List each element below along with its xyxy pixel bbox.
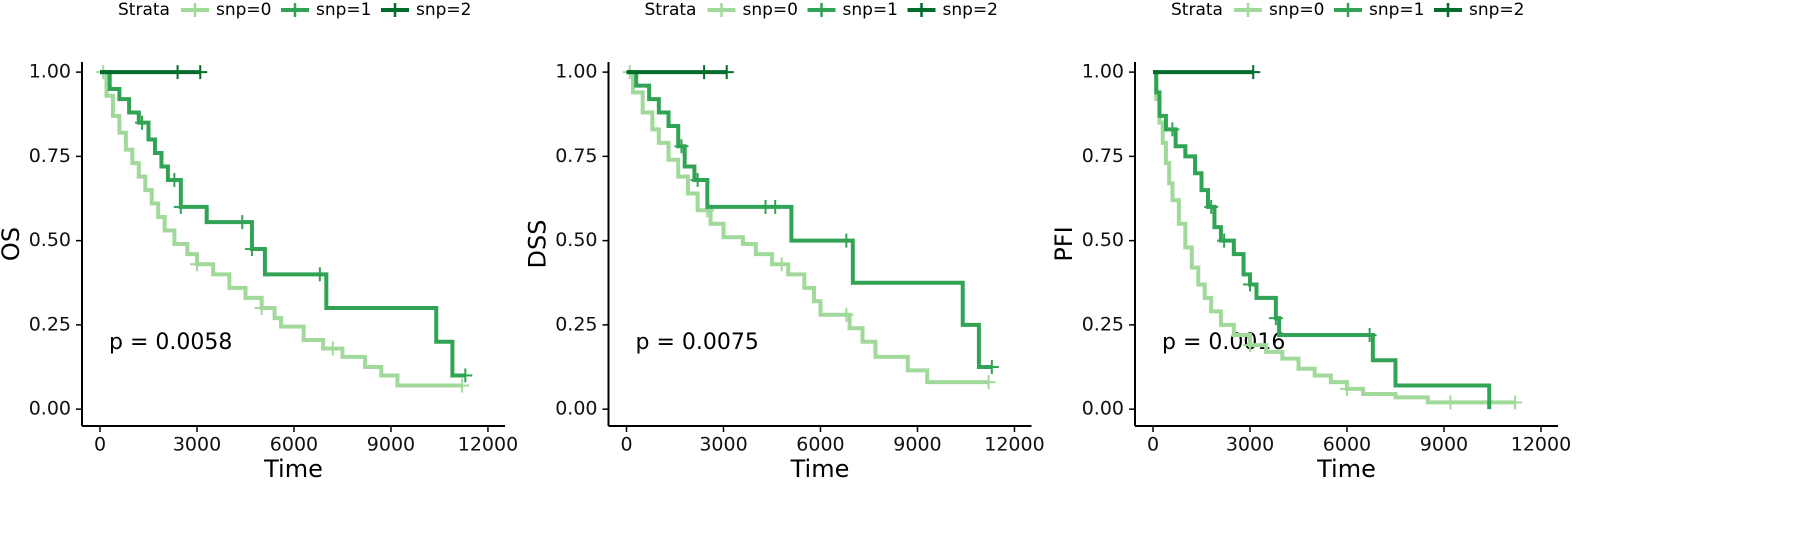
x-tick-label: 0	[620, 434, 632, 456]
censor-mark	[674, 139, 689, 154]
y-tick-label: 0.25	[555, 313, 597, 335]
survival-curve	[1153, 70, 1492, 410]
censor-mark	[254, 301, 269, 316]
legend-label: snp=0	[216, 0, 271, 20]
legend-item: snp=1	[807, 0, 898, 20]
x-tick-label: 0	[1147, 434, 1159, 456]
x-axis-title: Time	[790, 455, 850, 483]
censor-mark	[135, 115, 150, 130]
censor-mark	[981, 375, 996, 390]
x-tick-label: 12000	[1511, 434, 1571, 456]
censor-mark	[455, 378, 470, 393]
legend-label: snp=0	[743, 0, 798, 20]
legend-item: snp=1	[281, 0, 371, 20]
legend-label: snp=1	[1369, 0, 1424, 20]
censor-mark	[768, 199, 783, 214]
legend-item: snp=0	[1234, 0, 1324, 20]
censor-mark	[839, 233, 854, 248]
legend-label: snp=2	[416, 0, 471, 20]
censor-mark	[1443, 395, 1458, 410]
y-tick-label: 1.00	[1082, 61, 1124, 83]
x-tick-label: 12000	[458, 434, 518, 456]
censor-mark	[167, 172, 182, 187]
censor-mark	[1217, 233, 1232, 248]
y-tick-label: 0.50	[1082, 229, 1124, 251]
legend-label: snp=0	[1269, 0, 1324, 20]
y-tick-label: 1.00	[29, 61, 71, 83]
legend-title: Strata	[645, 0, 697, 20]
x-tick-label: 6000	[1323, 434, 1371, 456]
x-tick-label: 9000	[1420, 434, 1468, 456]
y-axis-title: OS	[0, 227, 25, 261]
censor-mark	[458, 368, 473, 383]
x-axis-title: Time	[1316, 455, 1376, 483]
censor-mark	[697, 65, 712, 80]
y-tick-label: 0.75	[555, 145, 597, 167]
y-tick-label: 0.00	[29, 398, 71, 420]
censor-mark	[1339, 381, 1354, 396]
y-tick-label: 0.00	[1082, 398, 1124, 420]
censor-mark	[235, 215, 250, 230]
survival-curve	[626, 70, 992, 370]
censor-mark	[839, 307, 854, 322]
censor-mark	[1508, 395, 1523, 410]
legend-item: snp=2	[1434, 0, 1524, 20]
legend-item: snp=2	[381, 0, 471, 20]
censor-mark	[170, 65, 185, 80]
x-tick-label: 6000	[270, 434, 318, 456]
y-axis-title: PFI	[1050, 226, 1078, 261]
x-tick-label: 9000	[893, 434, 941, 456]
censor-mark	[984, 360, 999, 375]
censor-mark	[193, 65, 208, 80]
x-tick-label: 3000	[1226, 434, 1274, 456]
censor-mark	[173, 199, 188, 214]
censor-mark	[312, 267, 327, 282]
y-tick-label: 0.75	[1082, 145, 1124, 167]
legend-title: Strata	[1171, 0, 1223, 20]
censor-mark	[1268, 311, 1283, 326]
y-axis-title: DSS	[524, 220, 552, 269]
x-tick-label: 3000	[699, 434, 747, 456]
p-value: p = 0.0075	[636, 330, 759, 355]
legend-label: snp=1	[843, 0, 898, 20]
x-tick-label: 6000	[796, 434, 844, 456]
y-tick-label: 1.00	[555, 61, 597, 83]
survival-curve	[626, 70, 989, 385]
legend-item: snp=1	[1334, 0, 1424, 20]
y-tick-label: 0.50	[29, 229, 71, 251]
x-axis-title: Time	[263, 455, 323, 483]
legend-item: snp=0	[181, 0, 271, 20]
censor-mark	[1246, 65, 1261, 80]
x-tick-label: 9000	[367, 434, 415, 456]
y-tick-label: 0.50	[555, 229, 597, 251]
x-tick-label: 3000	[173, 434, 221, 456]
y-tick-label: 0.75	[29, 145, 71, 167]
censor-mark	[325, 341, 340, 356]
legend-label: snp=2	[1469, 0, 1524, 20]
legend-label: snp=1	[316, 0, 371, 20]
censor-mark	[1362, 328, 1377, 342]
x-tick-label: 0	[94, 434, 106, 456]
y-tick-label: 0.00	[555, 398, 597, 420]
censor-mark	[719, 65, 734, 80]
legend-title: Strata	[118, 0, 170, 20]
censor-mark	[1165, 122, 1180, 137]
y-tick-label: 0.25	[29, 313, 71, 335]
legend-item: snp=0	[707, 0, 798, 20]
x-tick-label: 12000	[984, 434, 1044, 456]
censor-mark	[690, 172, 705, 187]
legend-item: snp=2	[907, 0, 998, 20]
censor-mark	[189, 257, 204, 272]
censor-mark	[1204, 199, 1219, 214]
survival-curve	[1153, 70, 1516, 405]
censor-mark	[1242, 338, 1257, 353]
censor-mark	[1242, 277, 1257, 292]
censor-mark	[774, 257, 789, 272]
censor-mark	[244, 242, 259, 257]
p-value: p = 0.0058	[109, 330, 232, 355]
legend-label: snp=2	[943, 0, 998, 20]
survival-curve	[100, 70, 466, 378]
y-tick-label: 0.25	[1082, 313, 1124, 335]
